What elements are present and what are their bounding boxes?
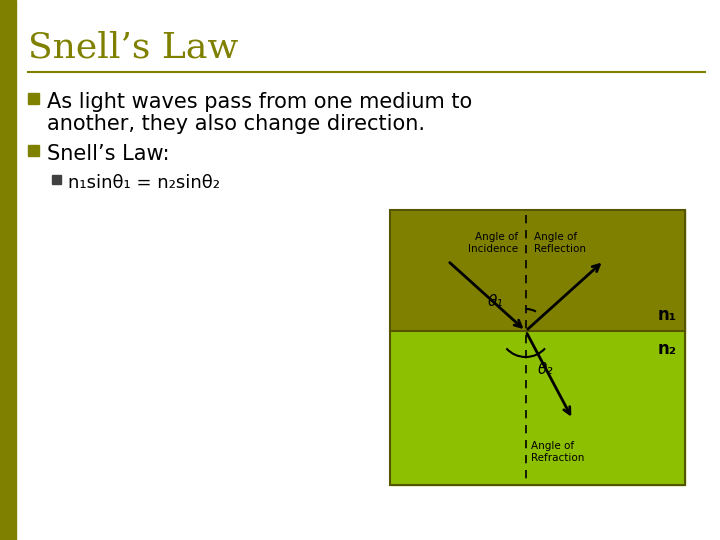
Bar <box>0 0 16 540</box>
Text: Snell’s Law:: Snell’s Law: <box>47 144 169 164</box>
Text: Angle of
Reflection: Angle of Reflection <box>534 232 585 254</box>
Text: Angle of
Refraction: Angle of Refraction <box>531 441 584 463</box>
Text: θ₁: θ₁ <box>488 294 503 308</box>
Bar <box>390 210 685 331</box>
Bar <box>52 175 61 184</box>
Text: n₂: n₂ <box>658 340 677 358</box>
Text: n₁sinθ₁ = n₂sinθ₂: n₁sinθ₁ = n₂sinθ₂ <box>68 174 220 192</box>
Text: n₁: n₁ <box>658 306 677 324</box>
Bar <box>28 93 39 104</box>
Bar <box>28 145 39 156</box>
Bar <box>390 210 685 485</box>
Text: Angle of
Incidence: Angle of Incidence <box>467 232 518 254</box>
Text: another, they also change direction.: another, they also change direction. <box>47 114 425 134</box>
Bar <box>390 331 685 485</box>
Text: As light waves pass from one medium to: As light waves pass from one medium to <box>47 92 472 112</box>
Text: Snell’s Law: Snell’s Law <box>28 31 238 65</box>
Text: θ₂: θ₂ <box>538 361 554 376</box>
